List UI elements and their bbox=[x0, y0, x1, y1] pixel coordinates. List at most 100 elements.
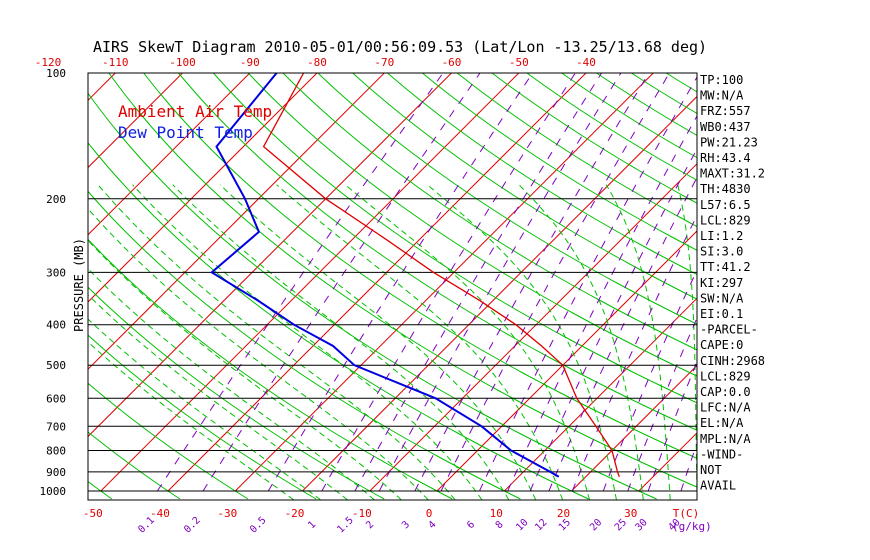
isotherm bbox=[571, 364, 697, 492]
moist-adiabat bbox=[344, 184, 590, 500]
moist-adiabat bbox=[172, 184, 510, 500]
mixing-ratio-label: 4 bbox=[427, 519, 439, 531]
index-entry: LFC:N/A bbox=[700, 401, 751, 415]
index-entry: MPL:N/A bbox=[700, 432, 751, 446]
top-temp-tick-label: -40 bbox=[576, 56, 596, 69]
mixing-ratio-line bbox=[354, 73, 603, 492]
mixing-ratio-label: 1 bbox=[306, 519, 318, 531]
top-temp-tick-label: -100 bbox=[169, 56, 196, 69]
top-temp-tick-label: -90 bbox=[240, 56, 260, 69]
index-entry: SI:3.0 bbox=[700, 245, 743, 259]
ambient-air-temp-line bbox=[262, 73, 620, 478]
dry-adiabat bbox=[88, 190, 521, 500]
mixing-ratio-label: 2 bbox=[364, 519, 376, 531]
dry-adiabat bbox=[317, 73, 697, 325]
moist-adiabat bbox=[97, 184, 456, 500]
dry-adiabat bbox=[352, 73, 697, 300]
pressure-tick-label: 700 bbox=[46, 420, 66, 433]
top-temp-tick-label: -50 bbox=[509, 56, 529, 69]
dry-adiabat bbox=[213, 73, 697, 404]
isotherm bbox=[0, 73, 48, 491]
bottom-temp-tick-label: -30 bbox=[217, 507, 237, 520]
dry-adiabat bbox=[422, 73, 697, 251]
mixing-ratio-line bbox=[647, 360, 697, 492]
bottom-temp-tick-label: 20 bbox=[557, 507, 570, 520]
isotherm bbox=[88, 73, 452, 438]
mixing-ratio-label: 20 bbox=[588, 517, 604, 533]
isotherm bbox=[302, 95, 697, 492]
index-entry: TP:100 bbox=[700, 73, 743, 87]
moist-adiabat bbox=[219, 184, 537, 500]
mixing-ratio-line bbox=[548, 176, 697, 492]
legend-ambient-air-temp: Ambient Air Temp bbox=[118, 102, 272, 121]
bottom-temp-tick-label: -50 bbox=[83, 507, 103, 520]
index-entry: TT:41.2 bbox=[700, 260, 751, 274]
index-entry: WB0:437 bbox=[700, 120, 751, 134]
moist-adiabat bbox=[276, 184, 564, 500]
isotherm bbox=[773, 73, 870, 491]
moist-adiabat bbox=[132, 184, 483, 500]
bottom-temp-tick-label: 30 bbox=[624, 507, 637, 520]
mixing-ratio-line bbox=[479, 76, 697, 492]
dry-adiabat bbox=[88, 334, 317, 500]
mixing-ratio-unit-label: (g/kg) bbox=[672, 520, 712, 533]
dry-adiabat bbox=[88, 480, 113, 500]
bottom-temp-tick-label: -10 bbox=[352, 507, 372, 520]
bottom-temp-tick-label: 10 bbox=[490, 507, 503, 520]
mixing-ratio-line bbox=[529, 147, 697, 492]
pressure-tick-label: 900 bbox=[46, 466, 66, 479]
plot-frame bbox=[87, 72, 698, 501]
pressure-tick-label: 100 bbox=[46, 67, 66, 80]
mixing-ratio-line bbox=[321, 73, 576, 492]
pressure-tick-label: 1000 bbox=[40, 485, 67, 498]
isotherm bbox=[88, 73, 318, 303]
chart-title: AIRS SkewT Diagram 2010-05-01/00:56:09.5… bbox=[93, 38, 707, 56]
mixing-ratio-label: 12 bbox=[533, 517, 549, 533]
pressure-tick-label: 600 bbox=[46, 392, 66, 405]
isotherm bbox=[88, 73, 183, 169]
dry-adiabat bbox=[491, 73, 697, 204]
isotherm bbox=[503, 297, 697, 492]
moist-adiabat bbox=[677, 184, 697, 500]
moist-adiabat bbox=[605, 184, 671, 500]
index-entry: EL:N/A bbox=[700, 416, 744, 430]
pressure-tick-label: 800 bbox=[46, 445, 66, 458]
dry-adiabat bbox=[561, 73, 697, 159]
isotherm bbox=[841, 73, 870, 491]
dry-adiabat bbox=[387, 73, 697, 276]
index-entry: FRZ:557 bbox=[700, 104, 751, 118]
index-entry: EI:0.1 bbox=[700, 307, 743, 321]
dry-adiabat bbox=[840, 73, 870, 499]
index-entry: NOT bbox=[700, 463, 722, 477]
mixing-ratio-label: 0.5 bbox=[248, 515, 269, 536]
bottom-temp-tick-label: -20 bbox=[285, 507, 305, 520]
index-entry: LCL:829 bbox=[700, 213, 751, 227]
mixing-ratio-label: 6 bbox=[465, 519, 477, 531]
index-entry: PW:21.23 bbox=[700, 135, 758, 149]
mixing-ratio-line bbox=[571, 214, 697, 492]
moist-adiabat bbox=[88, 239, 402, 500]
index-entry: SW:N/A bbox=[700, 291, 744, 305]
dry-adiabat bbox=[806, 73, 870, 499]
index-entry: MAXT:31.2 bbox=[700, 167, 765, 181]
index-entry: CAPE:0 bbox=[700, 338, 743, 352]
pressure-tick-label: 400 bbox=[46, 319, 66, 332]
moist-adiabat bbox=[88, 318, 321, 500]
dry-adiabat bbox=[0, 73, 44, 499]
dry-adiabat bbox=[282, 73, 697, 351]
pressure-tick-label: 200 bbox=[46, 193, 66, 206]
index-entry: CINH:2968 bbox=[700, 354, 765, 368]
index-entry: LI:1.2 bbox=[700, 229, 743, 243]
mixing-ratio-label: 3 bbox=[400, 519, 412, 531]
mixing-ratio-line bbox=[267, 73, 534, 492]
moist-adiabat bbox=[88, 294, 348, 500]
index-entry: CAP:0.0 bbox=[700, 385, 751, 399]
index-entry: -PARCEL- bbox=[700, 323, 758, 337]
legend-dew-point-temp: Dew Point Temp bbox=[118, 123, 253, 142]
index-entry: -WIND- bbox=[700, 447, 743, 461]
top-temp-tick-label: -80 bbox=[307, 56, 327, 69]
isotherm bbox=[100, 73, 520, 492]
mixing-ratio-label: 8 bbox=[494, 519, 506, 531]
